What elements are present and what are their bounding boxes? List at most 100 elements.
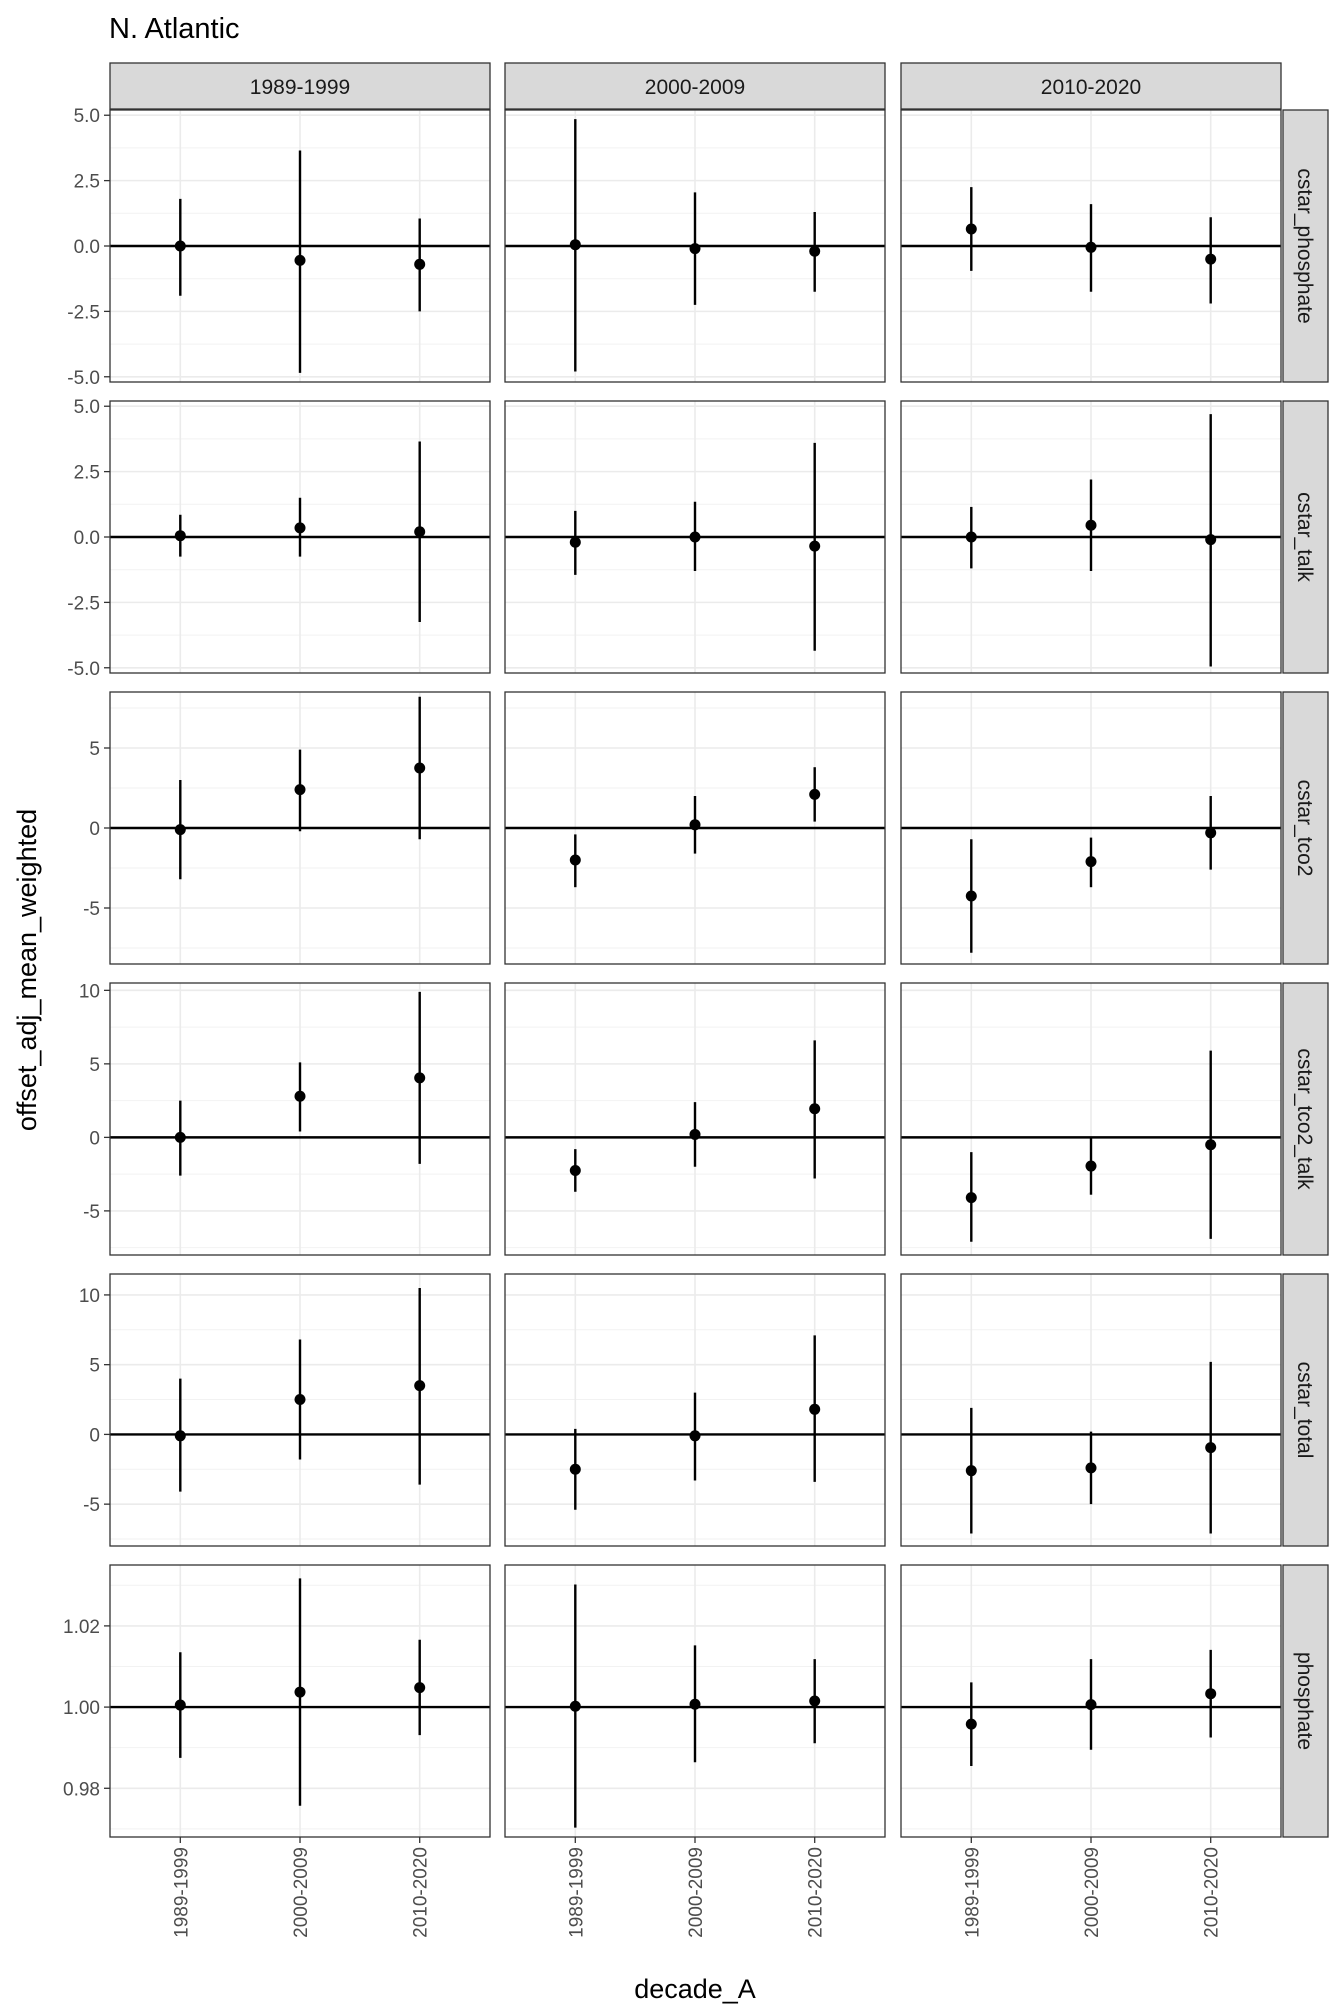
data-point <box>414 526 426 538</box>
y-axis-label: offset_adj_mean_weighted <box>12 809 42 1131</box>
data-point <box>689 531 701 543</box>
facet-strip-row-label: cstar_tco2_talk <box>1293 1048 1316 1190</box>
y-tick-label: 0 <box>89 819 100 840</box>
data-point <box>569 1463 581 1475</box>
panel-border <box>109 109 491 383</box>
data-point <box>809 1695 821 1707</box>
facet-panel <box>504 1564 886 1838</box>
facet-panel <box>900 982 1282 1256</box>
panel-border <box>109 1273 491 1547</box>
facet-panel <box>109 1564 491 1838</box>
y-tick-label: -5.0 <box>67 659 100 680</box>
data-point <box>1205 1442 1217 1454</box>
facet-strip-row-label: cstar_phosphate <box>1293 168 1316 323</box>
y-tick-label: 0 <box>89 1425 100 1446</box>
data-point <box>569 1700 581 1712</box>
facet-panel <box>504 109 886 383</box>
facet-strip-row-label: cstar_talk <box>1293 492 1316 582</box>
panel-border <box>109 691 491 965</box>
y-tick-label: 2.5 <box>74 172 100 193</box>
data-point <box>414 1072 426 1084</box>
data-point <box>809 1403 821 1415</box>
facet-strip-right <box>1282 982 1329 1256</box>
y-tick-label: 0.0 <box>74 528 100 549</box>
data-point <box>569 239 581 251</box>
x-tick-label: 2010-2020 <box>411 1847 432 1938</box>
y-tick-label: 5.0 <box>74 397 100 418</box>
data-point <box>1085 1462 1097 1474</box>
y-tick-label: -5 <box>83 1202 100 1223</box>
data-point <box>965 223 977 235</box>
facet-panel <box>504 691 886 965</box>
y-tick-label: -2.5 <box>67 593 100 614</box>
y-tick-label: 5 <box>89 1356 100 1377</box>
x-tick-label: 2000-2009 <box>291 1847 312 1938</box>
facet-panel <box>109 400 491 674</box>
panel-border <box>900 691 1282 965</box>
facet-panel <box>900 400 1282 674</box>
data-point <box>689 819 701 831</box>
y-tick-label: 0 <box>89 1128 100 1149</box>
facet-panel <box>900 691 1282 965</box>
x-tick-label: 1989-1999 <box>566 1847 587 1938</box>
data-point <box>294 784 306 796</box>
panel-border <box>504 691 886 965</box>
data-point <box>689 1698 701 1710</box>
facet-panel <box>109 109 491 383</box>
data-point <box>965 1192 977 1204</box>
panel-border <box>900 982 1282 1256</box>
panel-border <box>900 400 1282 674</box>
panel-border <box>504 982 886 1256</box>
panel-border <box>900 109 1282 383</box>
facet-strip-right <box>1282 400 1329 674</box>
facet-panel <box>504 1273 886 1547</box>
y-tick-label: 0.98 <box>63 1779 100 1800</box>
y-tick-label: -2.5 <box>67 302 100 323</box>
y-tick-label: 5 <box>89 739 100 760</box>
facet-panel <box>109 982 491 1256</box>
y-tick-label: 0.0 <box>74 237 100 258</box>
data-point <box>294 522 306 534</box>
panel-border <box>900 1273 1282 1547</box>
x-axis-label: decade_A <box>634 1974 756 2004</box>
data-point <box>965 1465 977 1477</box>
chart-title: N. Atlantic <box>109 13 240 45</box>
data-point <box>689 1430 701 1442</box>
data-point <box>1085 519 1097 531</box>
data-point <box>294 1394 306 1406</box>
data-point <box>294 1090 306 1102</box>
x-tick-label: 2000-2009 <box>1082 1847 1103 1938</box>
data-point <box>569 854 581 866</box>
data-point <box>689 1128 701 1140</box>
data-point <box>1205 253 1217 265</box>
data-point <box>1205 534 1217 546</box>
facet-strip-row-label: phosphate <box>1293 1652 1316 1750</box>
facet-panel <box>109 691 491 965</box>
data-point <box>965 1718 977 1730</box>
data-point <box>809 1103 821 1115</box>
panel-border <box>109 400 491 674</box>
facet-strip-right <box>1282 109 1329 383</box>
facet-strip-top <box>900 62 1282 110</box>
facet-panel <box>504 400 886 674</box>
data-point <box>174 530 186 542</box>
facet-strip-label: 1989-1999 <box>250 76 350 99</box>
data-point <box>174 1131 186 1143</box>
data-point <box>174 1699 186 1711</box>
data-point <box>174 824 186 836</box>
facet-panel <box>504 982 886 1256</box>
panel-border <box>109 982 491 1256</box>
y-tick-label: -5 <box>83 899 100 920</box>
data-point <box>965 531 977 543</box>
data-point <box>1085 241 1097 253</box>
data-point <box>1085 1699 1097 1711</box>
data-point <box>174 1430 186 1442</box>
data-point <box>569 536 581 548</box>
data-point <box>294 1686 306 1698</box>
y-tick-label: -5 <box>83 1495 100 1516</box>
data-point <box>1085 856 1097 868</box>
facet-strip-right <box>1282 691 1329 965</box>
x-tick-label: 2000-2009 <box>686 1847 707 1938</box>
y-tick-label: 10 <box>79 1286 100 1307</box>
